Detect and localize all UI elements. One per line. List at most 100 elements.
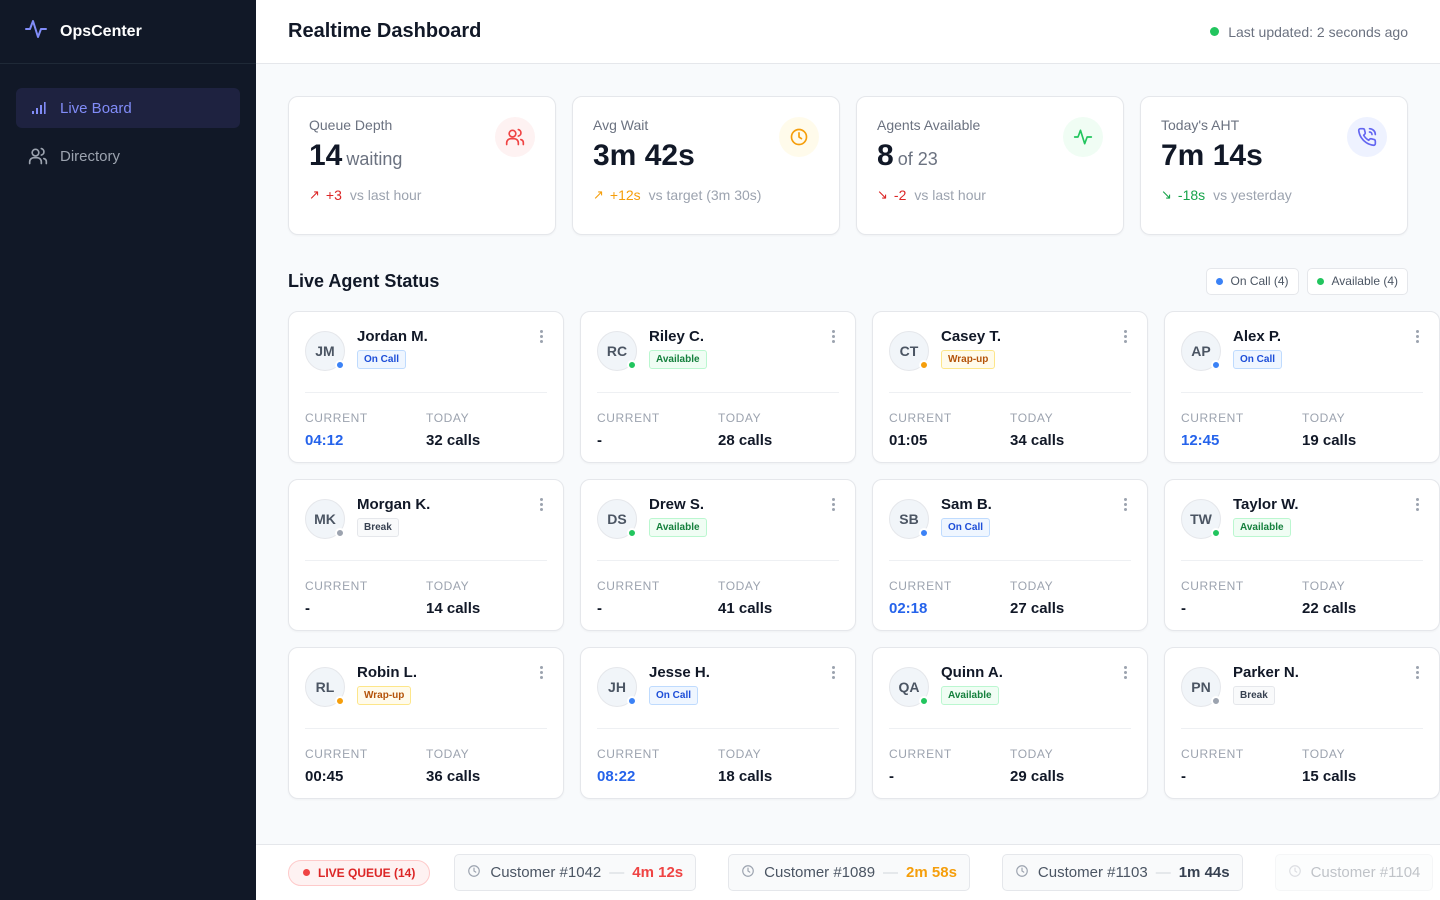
live-dot [303, 869, 310, 876]
stat-number: 8 [877, 139, 894, 172]
avatar: JM [305, 331, 345, 371]
avatar: SB [889, 499, 929, 539]
current-label: CURRENT [1181, 411, 1244, 425]
trend-arrow-icon: ↘ [877, 187, 888, 202]
more-options-icon[interactable] [1117, 326, 1133, 346]
current-label: CURRENT [305, 747, 368, 761]
activity-icon [1063, 117, 1103, 157]
queue-item[interactable]: Customer #1103 — 1m 44s [1001, 854, 1243, 891]
agent-card[interactable]: JM Jordan M. On Call CURRENT 04:12 TODAY 32 ca… [288, 311, 564, 463]
current-value: 04:12 [305, 432, 344, 449]
brand-name: OpsCenter [60, 22, 142, 40]
more-options-icon[interactable] [825, 326, 841, 346]
agent-identity: Sam B. On Call [941, 496, 992, 537]
live-status-dot [1210, 27, 1220, 36]
more-options-icon[interactable] [533, 326, 549, 346]
more-options-icon[interactable] [825, 494, 841, 514]
legend-chip[interactable]: On Call (4) [1205, 267, 1299, 295]
agent-card[interactable]: TW Taylor W. Available CURRENT - TODAY 22 call… [1164, 479, 1440, 631]
legend-dot [1316, 277, 1324, 285]
sidebar-item-directory[interactable]: Directory [16, 136, 240, 176]
agent-card[interactable]: RL Robin L. Wrap-up CURRENT 00:45 TODAY 36 cal… [288, 647, 564, 799]
agent-metrics: CURRENT - TODAY 28 calls [597, 411, 839, 449]
status-legend: On Call (4) Available (4) [1205, 267, 1408, 295]
current-metric: CURRENT - [1181, 747, 1302, 785]
agent-metrics: CURRENT - TODAY 15 calls [1181, 747, 1423, 785]
badge-wrap: Available [649, 345, 707, 369]
status-dot [335, 696, 345, 706]
agent-card[interactable]: JH Jesse H. On Call CURRENT 08:22 TODAY 18 cal… [580, 647, 856, 799]
status-dot [627, 696, 637, 706]
today-label: TODAY [1010, 579, 1054, 593]
more-options-icon[interactable] [533, 662, 549, 682]
avatar: PN [1181, 667, 1221, 707]
more-options-icon[interactable] [1117, 662, 1133, 682]
agent-card[interactable]: SB Sam B. On Call CURRENT 02:18 TODAY 27 calls [872, 479, 1148, 631]
agent-card[interactable]: RC Riley C. Available CURRENT - TODAY 28 calls [580, 311, 856, 463]
agent-name: Quinn A. [941, 664, 1003, 681]
agent-card[interactable]: PN Parker N. Break CURRENT - TODAY 15 calls [1164, 647, 1440, 799]
agent-card[interactable]: CT Casey T. Wrap-up CURRENT 01:05 TODAY 34 cal… [872, 311, 1148, 463]
queue-item[interactable]: Customer #1042 — 4m 12s [454, 854, 697, 891]
agent-card[interactable]: AP Alex P. On Call CURRENT 12:45 TODAY 19 call… [1164, 311, 1440, 463]
stat-trend: ↗ +3 vs last hour [309, 187, 535, 203]
more-options-icon[interactable] [1117, 494, 1133, 514]
legend-label: Available (4) [1331, 274, 1398, 288]
brand[interactable]: OpsCenter [0, 0, 256, 64]
badge-wrap: Available [941, 681, 1003, 705]
agent-header: DS Drew S. Available [597, 496, 839, 561]
agent-metrics: CURRENT 01:05 TODAY 34 calls [889, 411, 1131, 449]
stat-value: 14 waiting [309, 139, 535, 173]
more-options-icon[interactable] [1409, 662, 1425, 682]
current-label: CURRENT [597, 747, 660, 761]
status-dot [919, 696, 929, 706]
current-label: CURRENT [305, 411, 368, 425]
queue-item[interactable]: Customer #1104 [1274, 854, 1434, 891]
today-label: TODAY [718, 411, 762, 425]
agent-metrics: CURRENT 02:18 TODAY 27 calls [889, 579, 1131, 617]
sidebar-item-live-board[interactable]: Live Board [16, 88, 240, 128]
today-value: 29 calls [1010, 768, 1065, 785]
today-value: 32 calls [426, 432, 481, 449]
agent-metrics: CURRENT 08:22 TODAY 18 calls [597, 747, 839, 785]
more-options-icon[interactable] [825, 662, 841, 682]
stat-value: 8 of 23 [877, 139, 1103, 173]
sidebar-nav: Live Board Directory [0, 64, 256, 208]
agent-card[interactable]: MK Morgan K. Break CURRENT - TODAY 14 calls [288, 479, 564, 631]
agent-identity: Quinn A. Available [941, 664, 1003, 705]
avatar-initials: RL [315, 679, 335, 695]
queue-customer: Customer #1104 [1310, 864, 1421, 881]
agent-header: MK Morgan K. Break [305, 496, 547, 561]
phone-icon [1347, 117, 1387, 157]
agent-card[interactable]: QA Quinn A. Available CURRENT - TODAY 29 calls [872, 647, 1148, 799]
agent-identity: Riley C. Available [649, 328, 707, 369]
current-value: 01:05 [889, 432, 928, 449]
badge-wrap: On Call [649, 681, 710, 705]
more-options-icon[interactable] [1409, 494, 1425, 514]
agent-card[interactable]: DS Drew S. Available CURRENT - TODAY 41 calls [580, 479, 856, 631]
today-metric: TODAY 22 calls [1302, 579, 1423, 617]
agent-metrics: CURRENT 00:45 TODAY 36 calls [305, 747, 547, 785]
queue-item[interactable]: Customer #1089 — 2m 58s [728, 854, 970, 891]
stat-number: 3m 42s [593, 139, 695, 172]
stat-number: 14 [309, 139, 343, 172]
badge-wrap: Available [1233, 513, 1299, 537]
trend-delta: +12s [609, 187, 641, 203]
agent-header: JH Jesse H. On Call [597, 664, 839, 729]
live-queue-badge: LIVE QUEUE (14) [288, 859, 431, 886]
agent-name: Taylor W. [1233, 496, 1299, 513]
stat-value: 7m 14s [1161, 139, 1387, 173]
badge-wrap: On Call [357, 345, 428, 369]
avatar-initials: PN [1191, 679, 1211, 695]
queue-customer: Customer #1103 [1037, 864, 1148, 881]
legend-chip[interactable]: Available (4) [1306, 267, 1408, 295]
status-badge: Break [1233, 686, 1275, 705]
more-options-icon[interactable] [533, 494, 549, 514]
avatar: MK [305, 499, 345, 539]
queue-wait-time: 1m 44s [1178, 864, 1230, 881]
today-label: TODAY [1302, 747, 1346, 761]
last-updated-text: Last updated: 2 seconds ago [1228, 23, 1408, 40]
more-options-icon[interactable] [1409, 326, 1425, 346]
live-queue-label: LIVE QUEUE (14) [318, 865, 416, 880]
sidebar-item-label: Directory [60, 147, 121, 165]
